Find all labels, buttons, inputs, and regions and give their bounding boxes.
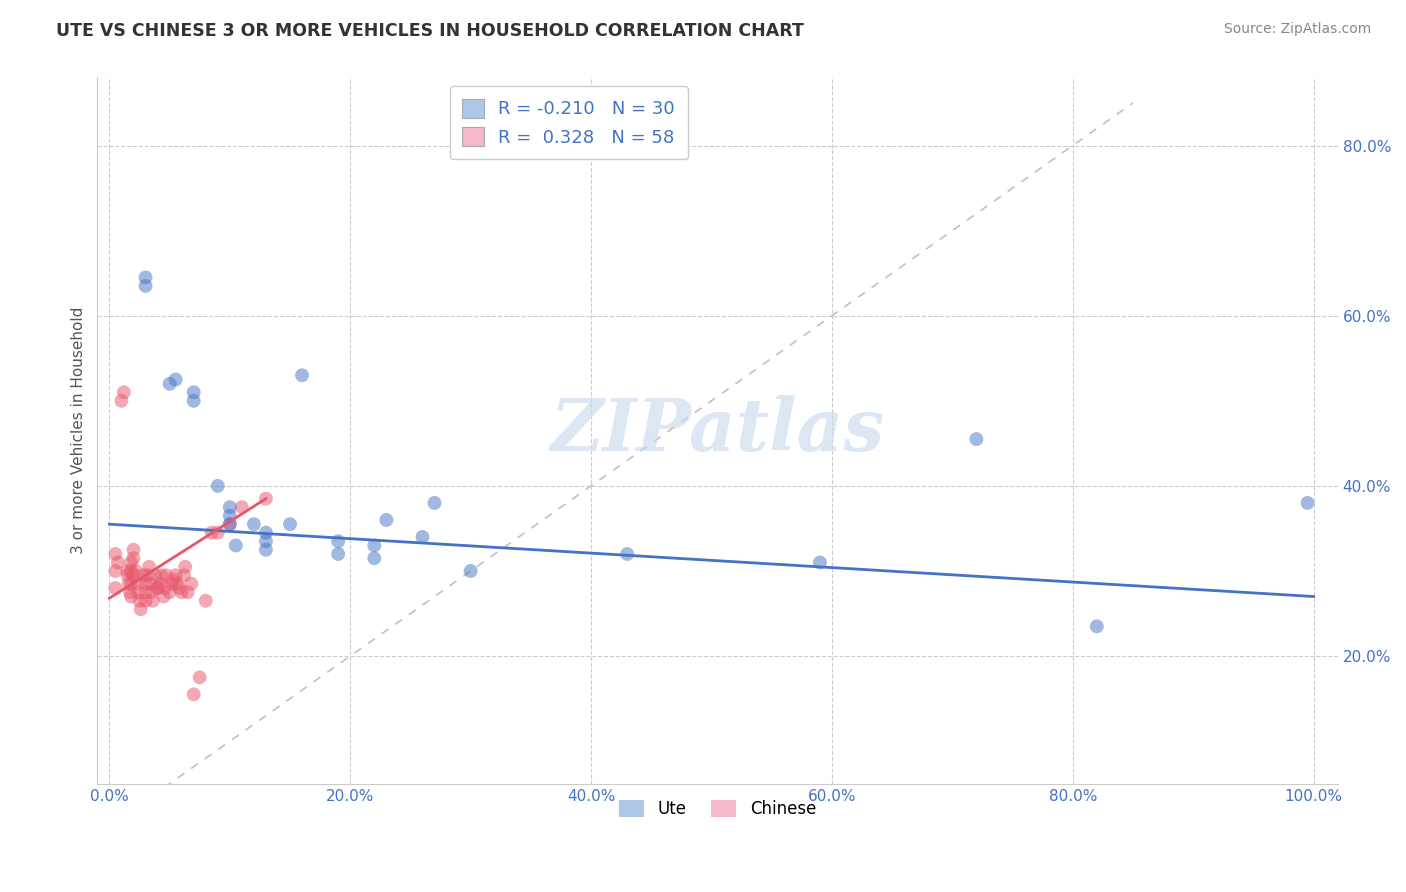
Point (183, 385, 205, 400)
Point (104, 564, 127, 578)
Point (122, 568, 145, 582)
Point (134, 279, 156, 293)
Point (218, 517, 240, 532)
Point (132, 568, 155, 582)
Point (159, 376, 181, 391)
Point (243, 517, 266, 532)
Point (166, 576, 188, 591)
Point (965, 432, 987, 446)
Point (231, 500, 253, 515)
Point (104, 547, 127, 561)
Point (120, 556, 142, 570)
Point (129, 602, 152, 616)
Point (188, 670, 211, 684)
Point (127, 576, 149, 591)
Point (411, 530, 433, 544)
Point (278, 517, 301, 532)
Point (207, 525, 229, 540)
Point (165, 568, 187, 582)
Point (254, 534, 277, 549)
Point (139, 576, 162, 591)
Point (122, 542, 145, 557)
Point (616, 547, 638, 561)
Point (134, 270, 156, 285)
Point (328, 534, 350, 549)
Point (218, 500, 240, 515)
Point (142, 594, 165, 608)
Point (118, 576, 141, 591)
Text: UTE VS CHINESE 3 OR MORE VEHICLES IN HOUSEHOLD CORRELATION CHART: UTE VS CHINESE 3 OR MORE VEHICLES IN HOU… (56, 22, 804, 40)
Point (136, 568, 159, 582)
Point (117, 568, 139, 582)
Point (176, 585, 198, 599)
Point (149, 576, 172, 591)
Point (328, 547, 350, 561)
Point (160, 576, 183, 591)
Point (107, 556, 129, 570)
Point (170, 585, 193, 599)
Point (460, 564, 482, 578)
Point (254, 525, 277, 540)
Point (159, 585, 181, 599)
Point (127, 585, 149, 599)
Point (134, 585, 156, 599)
Point (183, 393, 205, 408)
Point (134, 576, 156, 591)
Point (201, 525, 224, 540)
Point (138, 559, 160, 574)
Point (194, 594, 217, 608)
Point (120, 576, 142, 591)
Point (110, 393, 132, 408)
Point (165, 372, 187, 386)
Point (152, 590, 174, 604)
Point (167, 581, 190, 595)
Point (183, 687, 205, 701)
Point (155, 568, 177, 582)
Point (363, 539, 385, 553)
Point (146, 581, 169, 595)
Point (125, 564, 148, 578)
Point (153, 581, 176, 595)
Point (363, 551, 385, 566)
Point (254, 491, 277, 506)
Point (120, 590, 142, 604)
Point (375, 513, 398, 527)
Point (291, 368, 314, 383)
Point (118, 585, 141, 599)
Point (146, 581, 169, 595)
Point (112, 385, 135, 400)
Point (423, 496, 446, 510)
Legend: Ute, Chinese: Ute, Chinese (612, 793, 823, 825)
Point (120, 564, 142, 578)
Point (207, 479, 229, 493)
Point (128, 594, 150, 608)
Point (218, 508, 240, 523)
Point (225, 539, 247, 553)
Point (143, 568, 166, 582)
Point (1296, 496, 1319, 510)
Point (218, 517, 240, 532)
Point (174, 559, 197, 574)
Point (254, 542, 277, 557)
Point (173, 568, 195, 582)
Point (141, 585, 163, 599)
Y-axis label: 3 or more Vehicles in Household: 3 or more Vehicles in Household (72, 307, 86, 554)
Point (1085, 619, 1108, 633)
Point (150, 568, 173, 582)
Point (122, 551, 145, 566)
Point (162, 573, 184, 587)
Point (808, 556, 831, 570)
Text: Source: ZipAtlas.com: Source: ZipAtlas.com (1223, 22, 1371, 37)
Point (104, 581, 127, 595)
Text: ZIPatlas: ZIPatlas (550, 395, 884, 467)
Point (117, 564, 139, 578)
Point (134, 594, 156, 608)
Point (180, 576, 202, 591)
